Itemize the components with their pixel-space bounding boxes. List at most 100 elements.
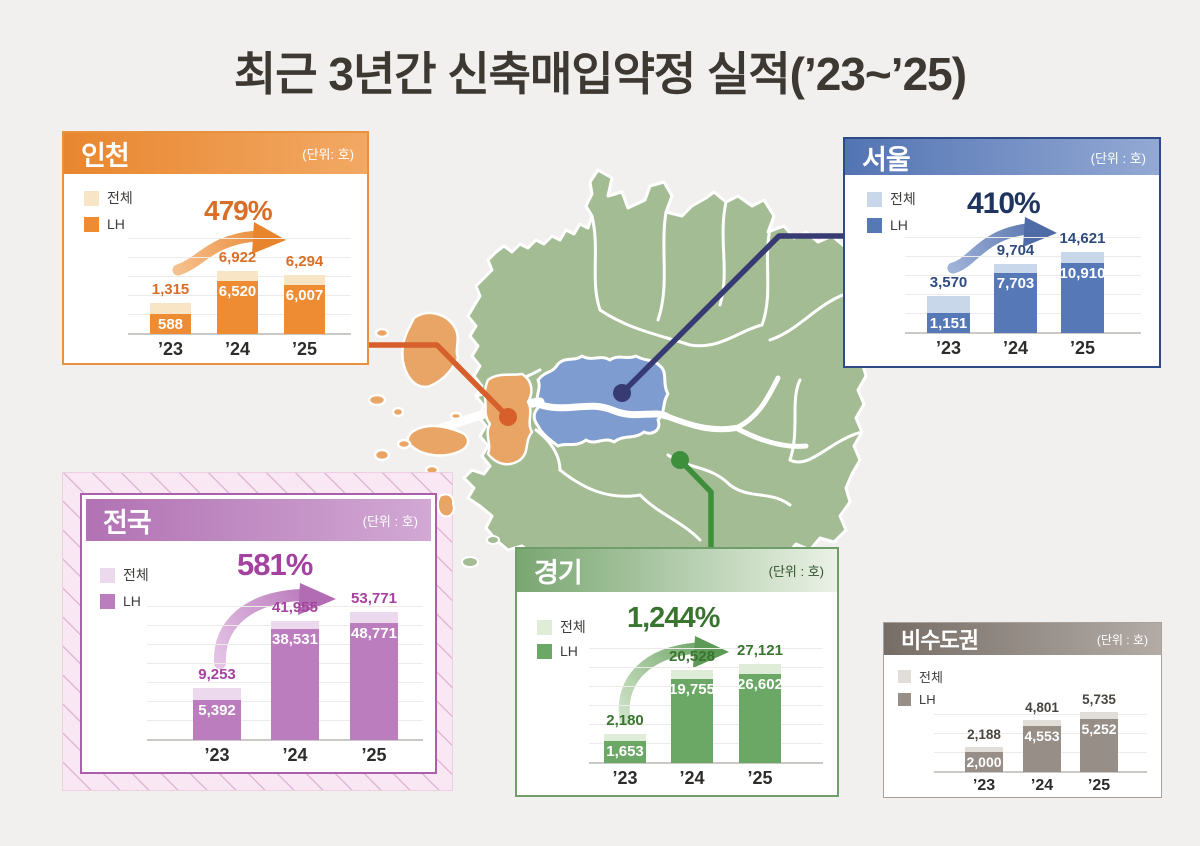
bar: 1,151: [927, 296, 970, 333]
bar-total-segment: [739, 664, 781, 674]
legend-item-lh: LH: [537, 643, 586, 659]
legend-label: LH: [919, 692, 936, 707]
x-axis-tick: ’23: [204, 745, 230, 765]
x-axis-line: [905, 332, 1141, 334]
total-value-label: 20,528: [669, 648, 715, 665]
bar: 26,602: [737, 664, 783, 763]
legend-label: LH: [890, 217, 908, 233]
growth-label: 479%: [204, 195, 273, 226]
panel-gyeonggi: 경기 (단위 : 호) 전체 LH 1,244% 2,180 1,653 ’23…: [515, 547, 839, 797]
bar-group-23: 9,253 5,392 ’23: [193, 666, 241, 765]
lh-value-label: 5,392: [198, 702, 236, 719]
x-axis-tick: ’25: [291, 339, 318, 359]
lh-value-label: 19,755: [669, 681, 715, 698]
bar: 38,531: [271, 621, 319, 740]
x-axis-tick: ’25: [747, 768, 773, 788]
bar-group-25: 6,294 6,007 ’25: [284, 253, 325, 359]
bar-total-segment: [350, 612, 398, 623]
lh-swatch-icon: [100, 593, 115, 609]
x-axis-tick: ’24: [282, 745, 308, 765]
legend-item-total: 전체: [898, 667, 943, 686]
unit-label: (단위 : 호): [1096, 632, 1148, 647]
legend-item-total: 전체: [867, 189, 916, 209]
total-value-label: 14,621: [1059, 230, 1106, 247]
bar-group-24: 6,922 6,520 ’24: [217, 249, 258, 359]
region-title: 비수도권: [901, 628, 979, 653]
legend-label: 전체: [560, 619, 586, 635]
panel-seoul: 서울 (단위 : 호) 전체 LH 410% 3,570 1,151 ’23 9…: [843, 137, 1161, 368]
bar-total-segment: [965, 747, 1003, 752]
bar-total-segment: [193, 688, 241, 700]
panel-nonmetro: 비수도권 (단위 : 호) 전체 LH 2,188 2,000 ’23 4,80…: [883, 622, 1162, 798]
lh-value-label: 1,653: [606, 743, 644, 760]
lh-value-label: 4,553: [1024, 728, 1060, 744]
legend: 전체 LH: [537, 617, 586, 665]
bar-lh-segment: 5,252: [1080, 719, 1118, 772]
lh-value-label: 6,520: [218, 283, 257, 300]
legend-label: 전체: [107, 190, 133, 206]
bar-group-23: 2,188 2,000 ’23: [965, 727, 1003, 794]
total-value-label: 41,955: [272, 599, 318, 616]
growth-label: 581%: [237, 547, 313, 582]
legend: 전체 LH: [84, 188, 133, 240]
bar-total-segment: [150, 303, 191, 314]
panel-gyeonggi-header: 경기 (단위 : 호): [517, 549, 837, 592]
x-axis-tick: ’24: [1002, 338, 1029, 358]
bar-lh-segment: 10,910: [1059, 263, 1106, 333]
total-value-label: 6,294: [285, 253, 324, 270]
total-value-label: 2,188: [967, 727, 1001, 742]
bar: 5,252: [1080, 712, 1118, 772]
panel-seoul-header: 서울 (단위 : 호): [845, 139, 1159, 175]
connector-gyeonggi: [678, 458, 714, 548]
x-axis-tick: ’23: [612, 768, 638, 788]
bar-lh-segment: 6,007: [284, 285, 325, 334]
lh-value-label: 10,910: [1059, 265, 1106, 282]
legend-label: 전체: [890, 191, 916, 207]
x-axis-tick: ’25: [361, 745, 387, 765]
bar-total-segment: [994, 264, 1037, 273]
bar-total-segment: [284, 275, 325, 285]
bar: 1,653: [604, 734, 646, 763]
legend-label: LH: [123, 593, 141, 609]
legend-label: 전체: [919, 670, 943, 685]
legend-item-total: 전체: [100, 565, 149, 585]
x-axis-tick: ’24: [1030, 777, 1054, 794]
legend-item-total: 전체: [537, 617, 586, 637]
bar-total-segment: [217, 271, 258, 281]
bar-lh-segment: 2,000: [965, 752, 1003, 772]
region-title: 경기: [534, 558, 583, 588]
connector-incheon: [369, 342, 510, 419]
bar-lh-segment: 588: [150, 314, 191, 334]
total-value-label: 3,570: [929, 274, 968, 291]
bar-group-25: 14,621 10,910 ’25: [1059, 230, 1106, 358]
bar-lh-segment: 38,531: [271, 629, 319, 740]
lh-value-label: 5,252: [1081, 721, 1117, 737]
x-axis-tick: ’25: [1087, 777, 1111, 794]
lh-swatch-icon: [537, 643, 552, 659]
bar-group-25: 53,771 48,771 ’25: [350, 590, 398, 765]
total-value-label: 6,922: [218, 249, 257, 266]
total-value-label: 27,121: [737, 642, 783, 659]
total-value-label: 5,735: [1082, 692, 1116, 707]
bar-group-23: 3,570 1,151 ’23: [927, 274, 970, 358]
panel-incheon-header: 인천 (단위: 호): [64, 133, 367, 174]
total-value-label: 9,253: [198, 666, 236, 683]
bar-lh-segment: 26,602: [737, 674, 783, 763]
bar: 10,910: [1059, 252, 1106, 333]
lh-value-label: 588: [157, 316, 184, 333]
lh-value-label: 26,602: [737, 676, 783, 693]
total-swatch-icon: [867, 191, 882, 207]
total-swatch-icon: [84, 190, 99, 206]
bar-lh-segment: 19,755: [669, 679, 715, 763]
bar-group-25: 27,121 26,602 ’25: [737, 642, 783, 788]
lh-value-label: 38,531: [272, 631, 318, 648]
bar-group-24: 20,528 19,755 ’24: [669, 648, 715, 788]
connector-seoul-dot: [613, 384, 631, 402]
total-value-label: 4,801: [1025, 700, 1059, 715]
lh-value-label: 2,000: [966, 754, 1002, 770]
region-title: 전국: [103, 507, 152, 538]
bar: 48,771: [350, 612, 398, 740]
bar-group-23: 1,315 588 ’23: [150, 281, 191, 359]
lh-value-label: 6,007: [285, 287, 324, 304]
x-axis-line: [128, 333, 351, 335]
